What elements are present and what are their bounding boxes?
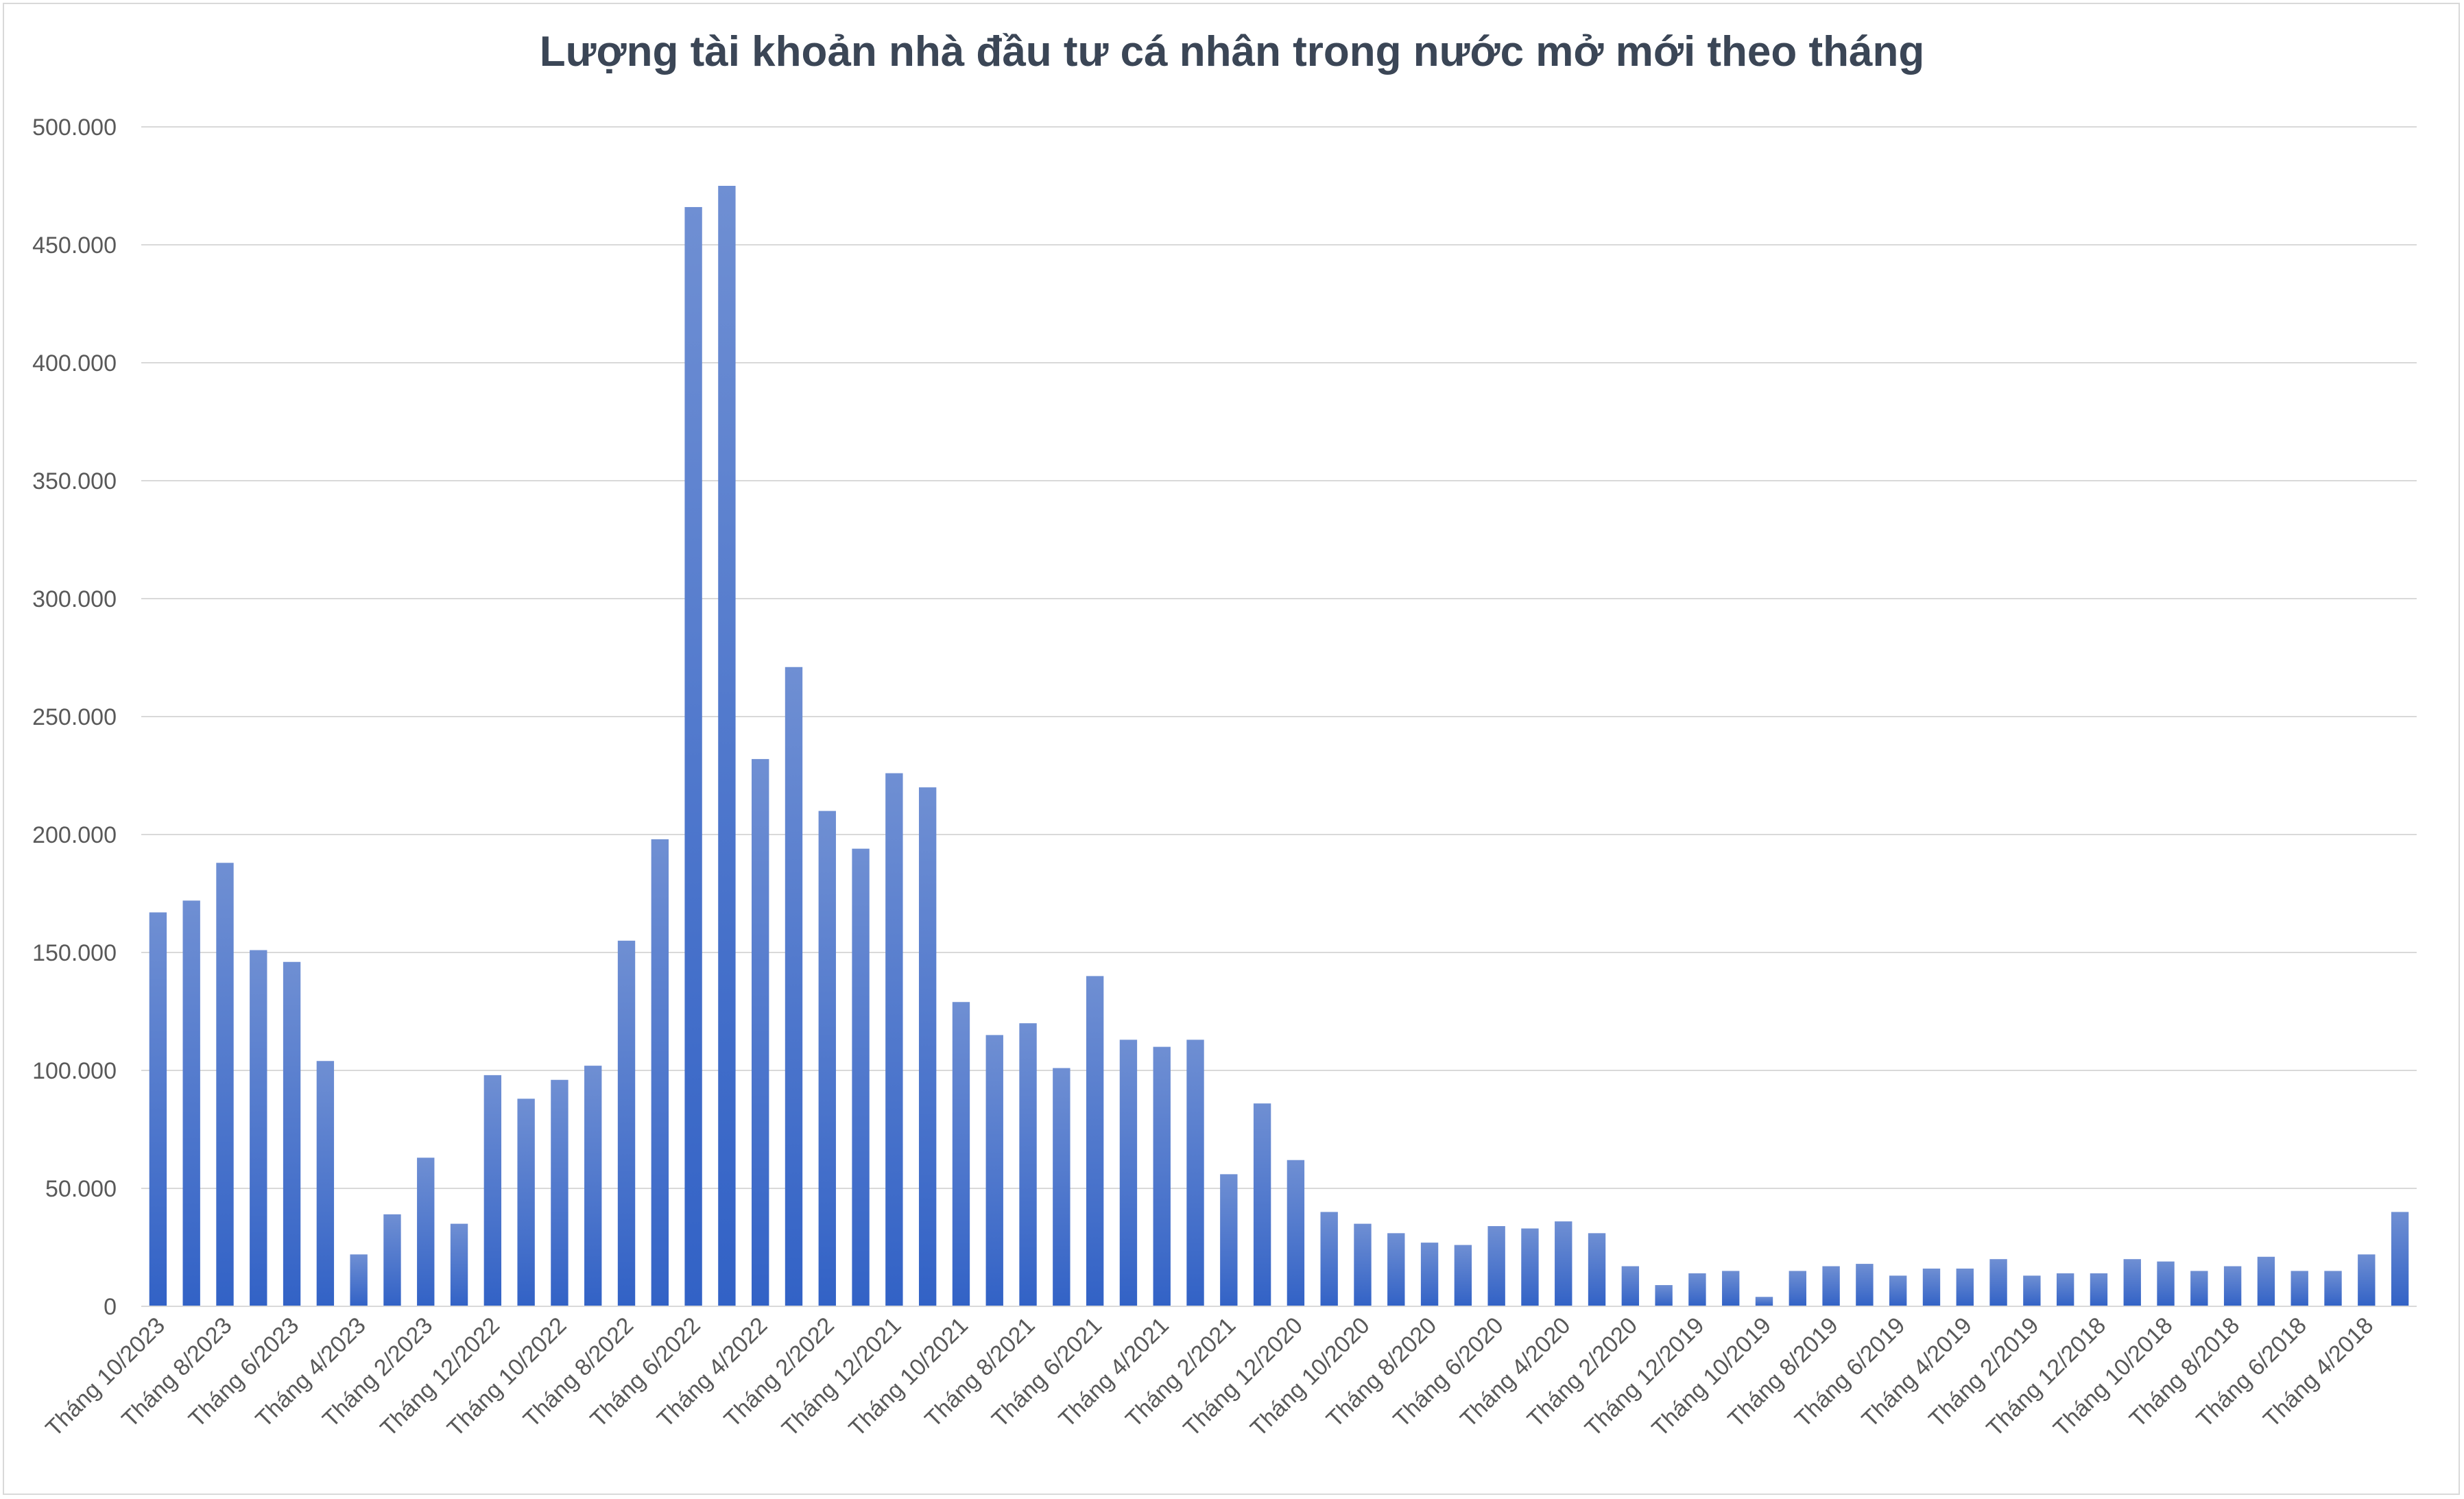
- bar: [350, 1254, 368, 1306]
- bar: [2090, 1273, 2108, 1306]
- bar: [1688, 1273, 1706, 1306]
- bar: [1621, 1266, 1640, 1306]
- bar: [1287, 1160, 1305, 1306]
- bar: [785, 667, 803, 1306]
- bar: [1220, 1174, 1238, 1306]
- bar: [1755, 1297, 1773, 1306]
- gridlines: [141, 126, 2417, 1189]
- bar: [1454, 1245, 1472, 1306]
- bar: [1153, 1046, 1171, 1306]
- bar: [417, 1158, 435, 1306]
- x-tick-label: Tháng 12/2019: [1580, 1312, 1710, 1442]
- x-tick-label: Tháng 10/2022: [442, 1312, 572, 1442]
- bar: [752, 758, 769, 1306]
- y-tick-label: 400.000: [32, 350, 117, 376]
- bar: [1989, 1259, 2007, 1306]
- bar: [2123, 1259, 2141, 1306]
- bar: [316, 1061, 335, 1306]
- bar: [450, 1223, 468, 1306]
- bar: [1822, 1266, 1840, 1306]
- bar: [1320, 1212, 1338, 1306]
- y-tick-label: 0: [104, 1294, 117, 1320]
- bars: [149, 186, 2409, 1307]
- x-tick-label: Tháng 10/2020: [1245, 1312, 1375, 1442]
- bar: [2056, 1273, 2074, 1306]
- y-tick-label: 100.000: [32, 1058, 117, 1084]
- bar: [1354, 1223, 1372, 1306]
- bar: [1487, 1226, 1505, 1306]
- x-tick-label: Tháng 10/2023: [40, 1312, 170, 1442]
- bar: [918, 787, 937, 1306]
- bar: [1856, 1264, 1874, 1306]
- bar: [1387, 1233, 1405, 1306]
- bar: [1019, 1023, 1037, 1306]
- y-axis-ticks: 0 50.000 100.000 150.000 200.000 250.000 300.0…: [32, 115, 117, 1320]
- bar: [383, 1214, 401, 1306]
- bar: [885, 773, 903, 1306]
- bar: [1555, 1221, 1572, 1306]
- bar: [684, 206, 702, 1307]
- x-tick-label: Tháng 12/2018: [1981, 1312, 2111, 1442]
- bar: [2223, 1266, 2242, 1306]
- bar: [250, 950, 267, 1306]
- bar: [2190, 1271, 2208, 1306]
- bar: [2391, 1212, 2409, 1306]
- bar: [1086, 976, 1104, 1306]
- bar: [1053, 1068, 1070, 1306]
- bar: [2157, 1261, 2175, 1306]
- bar: [1521, 1228, 1539, 1306]
- bar: [818, 811, 836, 1306]
- bar: [517, 1099, 535, 1306]
- bar: [1922, 1268, 1941, 1306]
- bar: [2290, 1271, 2308, 1306]
- bar: [852, 848, 870, 1306]
- x-tick-label: Tháng 10/2018: [2048, 1312, 2178, 1442]
- y-tick-label: 250.000: [32, 704, 117, 730]
- bar: [1186, 1040, 1204, 1306]
- bar: [182, 900, 200, 1306]
- bar: [1655, 1285, 1673, 1306]
- bar: [149, 912, 167, 1306]
- x-tick-label: Tháng 12/2020: [1178, 1312, 1308, 1442]
- x-tick-label: Tháng 10/2019: [1647, 1312, 1777, 1442]
- bar: [1420, 1243, 1439, 1306]
- bar: [1119, 1040, 1138, 1306]
- bar: [1253, 1103, 1271, 1306]
- bar: [617, 940, 636, 1306]
- bar: [1722, 1271, 1740, 1306]
- bar: [2358, 1254, 2376, 1306]
- bar: [952, 1002, 970, 1306]
- y-tick-label: 300.000: [32, 586, 117, 612]
- bar: [651, 839, 669, 1306]
- bar: [216, 863, 234, 1306]
- bar: [2324, 1271, 2342, 1306]
- bar: [551, 1079, 569, 1306]
- y-tick-label: 200.000: [32, 822, 117, 848]
- bar: [283, 961, 301, 1306]
- y-tick-label: 150.000: [32, 940, 117, 966]
- bar: [483, 1075, 502, 1306]
- bar: [584, 1066, 602, 1306]
- y-tick-label: 500.000: [32, 115, 117, 141]
- bar: [1588, 1233, 1606, 1306]
- y-tick-label: 350.000: [32, 468, 117, 494]
- x-tick-label: Tháng 10/2021: [844, 1312, 973, 1442]
- x-tick-label: Tháng 12/2022: [375, 1312, 505, 1442]
- bar: [985, 1035, 1003, 1306]
- x-tick-label: Tháng 12/2021: [777, 1312, 907, 1442]
- bar: [1956, 1268, 1974, 1306]
- y-tick-label: 50.000: [45, 1176, 117, 1202]
- chart-title: Lượng tài khoản nhà đầu tư cá nhân trong…: [539, 28, 1925, 75]
- bar: [718, 186, 736, 1306]
- bar: [1889, 1275, 1907, 1306]
- bar: [2023, 1275, 2041, 1306]
- bar: [2257, 1256, 2275, 1306]
- bar: [1789, 1271, 1806, 1306]
- y-tick-label: 450.000: [32, 232, 117, 259]
